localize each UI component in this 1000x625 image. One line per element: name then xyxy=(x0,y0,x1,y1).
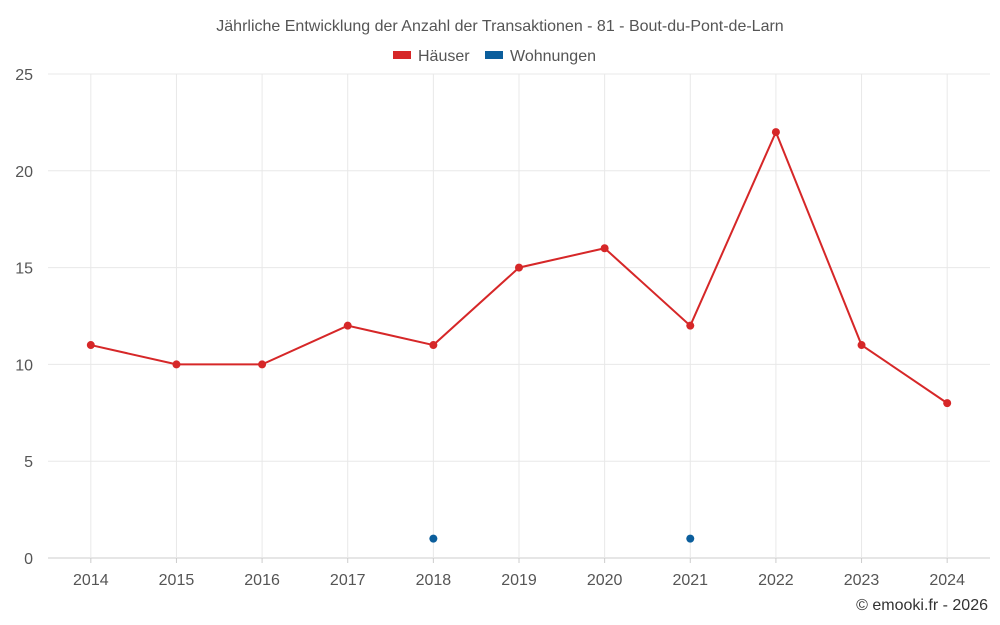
legend-swatch-haeuser xyxy=(393,51,411,59)
x-tick-label: 2024 xyxy=(929,572,965,589)
grid-lines xyxy=(48,73,990,559)
data-point-haeuser[interactable] xyxy=(686,321,695,330)
legend-label-haeuser[interactable]: Häuser xyxy=(418,48,470,65)
legend-swatch-wohnungen xyxy=(485,51,503,59)
data-point-haeuser[interactable] xyxy=(429,341,438,350)
data-point-haeuser[interactable] xyxy=(172,360,181,369)
x-tick-label: 2018 xyxy=(416,572,452,589)
data-series xyxy=(86,128,952,543)
chart-title: Jährliche Entwicklung der Anzahl der Tra… xyxy=(216,18,783,35)
credit-text: © emooki.fr - 2026 xyxy=(856,597,988,614)
y-tick-label: 0 xyxy=(24,551,33,568)
data-point-haeuser[interactable] xyxy=(515,263,523,272)
y-tick-label: 20 xyxy=(15,164,33,181)
data-point-haeuser[interactable] xyxy=(943,399,952,408)
x-tick-label: 2021 xyxy=(672,572,708,589)
x-tick-label: 2019 xyxy=(501,572,537,589)
y-axis: 0 5 10 15 20 25 xyxy=(15,67,33,568)
legend-label-wohnungen[interactable]: Wohnungen xyxy=(510,48,596,65)
data-point-wohnungen[interactable] xyxy=(429,534,438,543)
data-point-wohnungen[interactable] xyxy=(686,534,695,543)
data-point-haeuser[interactable] xyxy=(857,341,866,350)
x-tick-label: 2015 xyxy=(159,572,195,589)
data-point-haeuser[interactable] xyxy=(771,128,780,137)
data-point-haeuser[interactable] xyxy=(600,244,609,253)
y-tick-label: 25 xyxy=(15,67,33,84)
x-tick-label: 2023 xyxy=(844,572,880,589)
data-point-haeuser[interactable] xyxy=(258,360,267,369)
x-axis: 2014 2015 2016 2017 2018 2019 2020 2021 2022 2023… xyxy=(73,558,965,589)
x-tick-label: 2014 xyxy=(73,572,109,589)
x-tick-label: 2017 xyxy=(330,572,366,589)
x-tick-label: 2016 xyxy=(244,572,280,589)
data-point-haeuser[interactable] xyxy=(343,321,352,330)
y-tick-label: 10 xyxy=(15,357,33,374)
data-point-haeuser[interactable] xyxy=(86,341,95,350)
x-tick-label: 2020 xyxy=(587,572,623,589)
x-tick-label: 2022 xyxy=(758,572,794,589)
y-tick-label: 5 xyxy=(24,454,33,471)
y-tick-label: 15 xyxy=(15,261,33,278)
legend[interactable]: Häuser Wohnungen xyxy=(393,48,596,65)
